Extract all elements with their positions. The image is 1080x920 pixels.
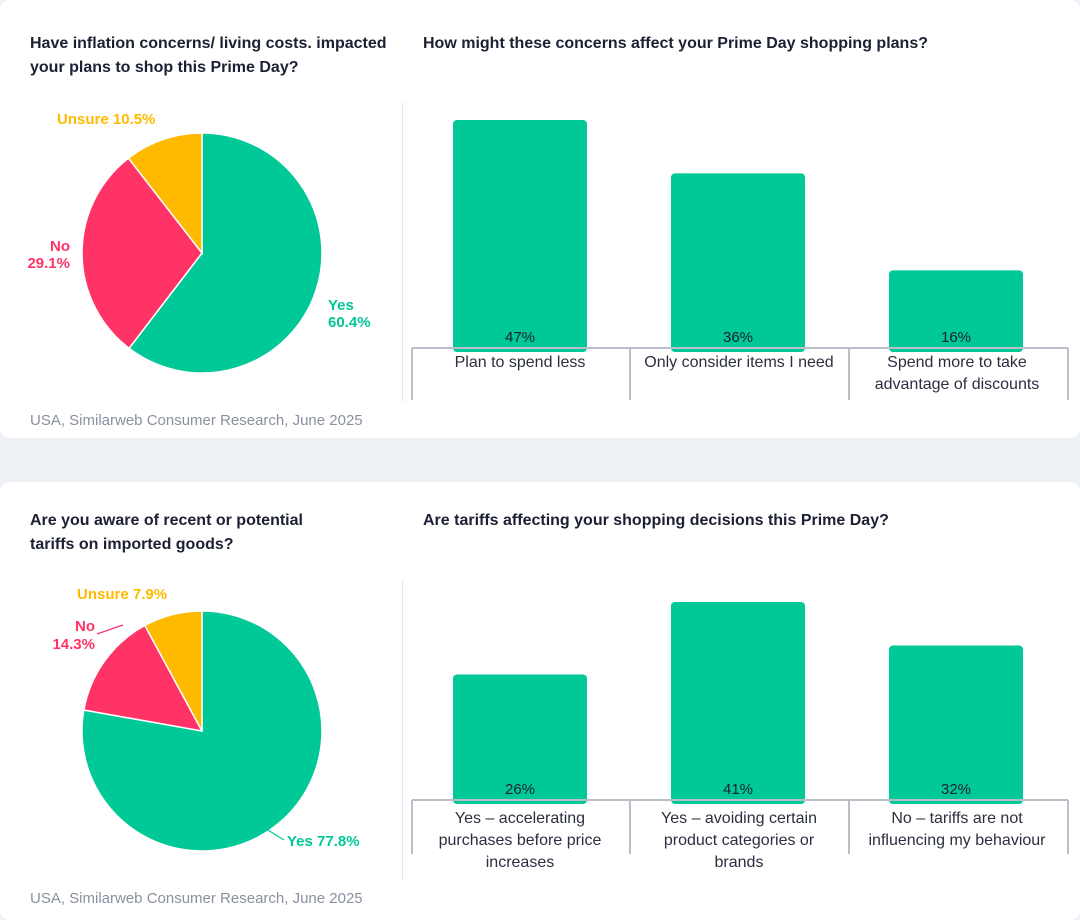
bar-value-label: 41% <box>723 781 753 798</box>
inflation-pie-chart: Unsure 10.5% No 29.1% Yes 60.4% <box>27 111 371 374</box>
inflation-panel: Have inflation concerns/ living costs. i… <box>0 0 1080 438</box>
bar-value-label: 32% <box>941 781 971 798</box>
bar <box>453 120 587 352</box>
pie-question-inflation: Have inflation concerns/ living costs. i… <box>30 35 387 76</box>
pie-label-no: No 29.1% <box>27 238 70 272</box>
bar <box>671 602 805 804</box>
bar-value-label: 26% <box>505 781 535 798</box>
pie-slice-unsure <box>143 610 203 732</box>
panel-divider <box>402 580 403 880</box>
bar-category-label: Only consider items I need <box>644 354 834 371</box>
bar-category-label: Yes – accelerating purchases before pric… <box>438 810 602 871</box>
pie-label-yes: Yes 77.8% <box>287 833 360 850</box>
bar-category-label: Yes – avoiding certain product categorie… <box>661 810 817 871</box>
pie-label-yes: Yes 60.4% <box>328 297 371 331</box>
bar-question-inflation: How might these concerns affect your Pri… <box>423 35 928 52</box>
pie-slice-no <box>81 157 203 350</box>
pie-label-unsure: Unsure 10.5% <box>57 111 155 128</box>
pie-label-no: No 14.3% <box>52 618 95 653</box>
bar <box>889 645 1023 804</box>
bar <box>453 674 587 804</box>
bar-category-label: No – tariffs are not influencing my beha… <box>868 810 1046 849</box>
bar-question-tariffs: Are tariffs affecting your shopping deci… <box>423 512 889 529</box>
pie-question-tariffs: Are you aware of recent or potential tar… <box>30 512 303 553</box>
pie-label-unsure: Unsure 7.9% <box>77 586 167 603</box>
tariffs-panel: Are you aware of recent or potential tar… <box>0 482 1080 920</box>
source-note: USA, Similarweb Consumer Research, June … <box>30 890 363 907</box>
bar <box>671 173 805 352</box>
pie-slice-yes <box>127 132 323 374</box>
bar-value-label: 16% <box>941 329 971 346</box>
pie-leader-line <box>254 821 285 841</box>
pie-leader-line <box>96 624 124 635</box>
tariffs-pie-chart: Unsure 7.9% No 14.3% Yes 77.8% <box>52 586 360 852</box>
bar <box>889 270 1023 352</box>
bar-value-label: 36% <box>723 329 753 346</box>
bar-value-label: 47% <box>505 329 535 346</box>
tariffs-bar-chart: 26% 41% 32% <box>411 602 1069 854</box>
bar-category-label: Spend more to take advantage of discount… <box>874 354 1040 393</box>
panel-divider <box>402 102 403 402</box>
inflation-bar-chart: 47% 36% 16% <box>411 120 1069 400</box>
pie-slice-no <box>82 624 204 733</box>
source-note: USA, Similarweb Consumer Research, June … <box>30 412 363 429</box>
pie-slice-unsure <box>127 132 203 256</box>
bar-category-label: Plan to spend less <box>454 354 586 371</box>
